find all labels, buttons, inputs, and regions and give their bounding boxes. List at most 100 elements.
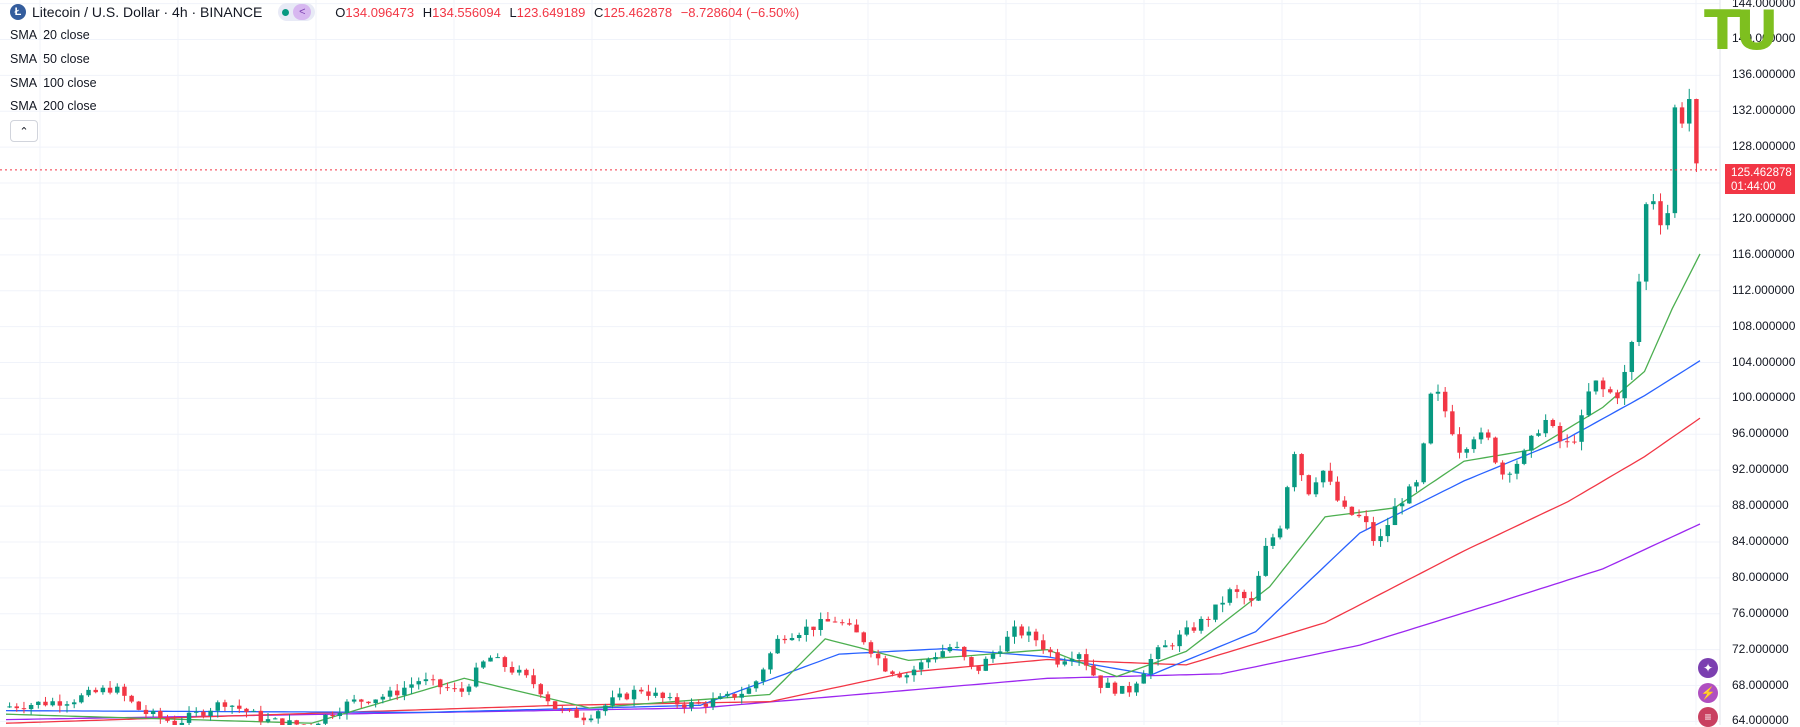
candle-body — [847, 623, 851, 624]
low-value: 123.649189 — [517, 5, 586, 20]
candle-body — [955, 647, 959, 648]
candle-body — [646, 691, 650, 695]
candle-body — [1292, 454, 1296, 487]
candle-body — [1120, 686, 1124, 694]
candle-body — [524, 670, 528, 675]
litecoin-icon: Ł — [10, 4, 26, 20]
candle-body — [546, 694, 550, 701]
candle-body — [1436, 392, 1440, 394]
candle-body — [1364, 516, 1368, 522]
candle-body — [36, 702, 40, 705]
candle-body — [287, 720, 291, 725]
candle-body — [237, 706, 241, 709]
candle-body — [488, 658, 492, 662]
candle-body — [905, 675, 909, 677]
candle-body — [804, 627, 808, 635]
price-tick-label: 112.000000 — [1732, 283, 1795, 297]
candle-body — [668, 697, 672, 698]
candle-body — [1572, 442, 1576, 443]
candle-body — [15, 706, 19, 708]
candle-body — [280, 718, 284, 725]
candle-body — [976, 666, 980, 670]
candle-body — [783, 639, 787, 640]
candle-body — [7, 706, 11, 707]
candle-body — [1414, 482, 1418, 486]
candle-body — [273, 718, 277, 719]
candle-body — [768, 653, 772, 669]
candle-body — [696, 702, 700, 704]
candle-body — [1299, 454, 1303, 475]
candle-body — [818, 619, 822, 630]
candle-body — [1005, 637, 1009, 652]
candle-body — [747, 688, 751, 694]
candle-body — [1192, 627, 1196, 630]
candle-body — [244, 709, 248, 712]
candle-body — [1658, 201, 1662, 225]
indicator-sma-200[interactable]: SMA 200 close — [10, 99, 97, 113]
candle-body — [1673, 107, 1677, 213]
candle-body — [1070, 659, 1074, 661]
sma-200-line — [6, 524, 1700, 720]
candle-body — [165, 718, 169, 721]
price-tick-label: 72.000000 — [1732, 642, 1789, 656]
candle-body — [388, 691, 392, 697]
candle-body — [294, 720, 298, 724]
candle-body — [1235, 589, 1239, 592]
candle-body — [1019, 626, 1023, 635]
price-tick-label: 132.000000 — [1732, 103, 1795, 117]
candle-body — [704, 704, 708, 707]
candle-body — [1694, 99, 1698, 163]
market-open-dot — [282, 9, 289, 16]
price-tick-label: 96.000000 — [1732, 426, 1789, 440]
candle-body — [1213, 605, 1217, 620]
candle-body — [1077, 654, 1081, 659]
candle-body — [912, 670, 916, 676]
candle-body — [553, 701, 557, 709]
candle-body — [1421, 443, 1425, 482]
candle-body — [1256, 576, 1260, 601]
market-status[interactable]: < — [278, 3, 315, 21]
share-icon[interactable]: < — [293, 4, 311, 20]
candle-body — [610, 697, 614, 705]
indicator-sma-50[interactable]: SMA 50 close — [10, 52, 90, 66]
candle-body — [381, 697, 385, 700]
candle-body — [1264, 546, 1268, 576]
candle-body — [266, 719, 270, 721]
flag-icon[interactable]: ≡ — [1698, 707, 1718, 727]
candle-body — [517, 670, 521, 673]
candle-body — [338, 713, 342, 716]
symbol-title[interactable]: Litecoin / U.S. Dollar · 4h · BINANCE — [32, 4, 262, 20]
candle-body — [187, 713, 191, 723]
candle-body — [1357, 515, 1361, 516]
candle-body — [926, 659, 930, 662]
candle-body — [1464, 449, 1468, 453]
candle-body — [1149, 659, 1153, 674]
candle-body — [1034, 632, 1038, 641]
candle-body — [1486, 432, 1490, 437]
candle-body — [1493, 438, 1497, 463]
price-tick-label: 84.000000 — [1732, 534, 1789, 548]
indicator-sma-100[interactable]: SMA 100 close — [10, 76, 97, 90]
change-value: −8.728604 (−6.50%) — [681, 5, 800, 20]
candle-body — [208, 711, 212, 716]
candle-body — [653, 693, 657, 696]
candle-body — [1515, 464, 1519, 474]
candle-body — [797, 635, 801, 638]
candle-body — [1615, 392, 1619, 398]
candle-body — [567, 709, 571, 710]
candle-body — [1558, 426, 1562, 441]
candle-body — [998, 651, 1002, 653]
lightning-icon[interactable]: ⚡ — [1698, 683, 1718, 703]
indicator-sma-20[interactable]: SMA 20 close — [10, 28, 90, 42]
candle-body — [1206, 619, 1210, 620]
candle-body — [589, 719, 593, 721]
candle-body — [1328, 471, 1332, 482]
candle-body — [854, 625, 858, 633]
candle-body — [675, 697, 679, 704]
candle-body — [1371, 522, 1375, 541]
plus-star-icon[interactable]: ✦ — [1698, 658, 1718, 678]
candle-body — [323, 715, 327, 724]
candle-body — [969, 657, 973, 666]
collapse-legend-button[interactable]: ⌃ — [10, 120, 38, 142]
